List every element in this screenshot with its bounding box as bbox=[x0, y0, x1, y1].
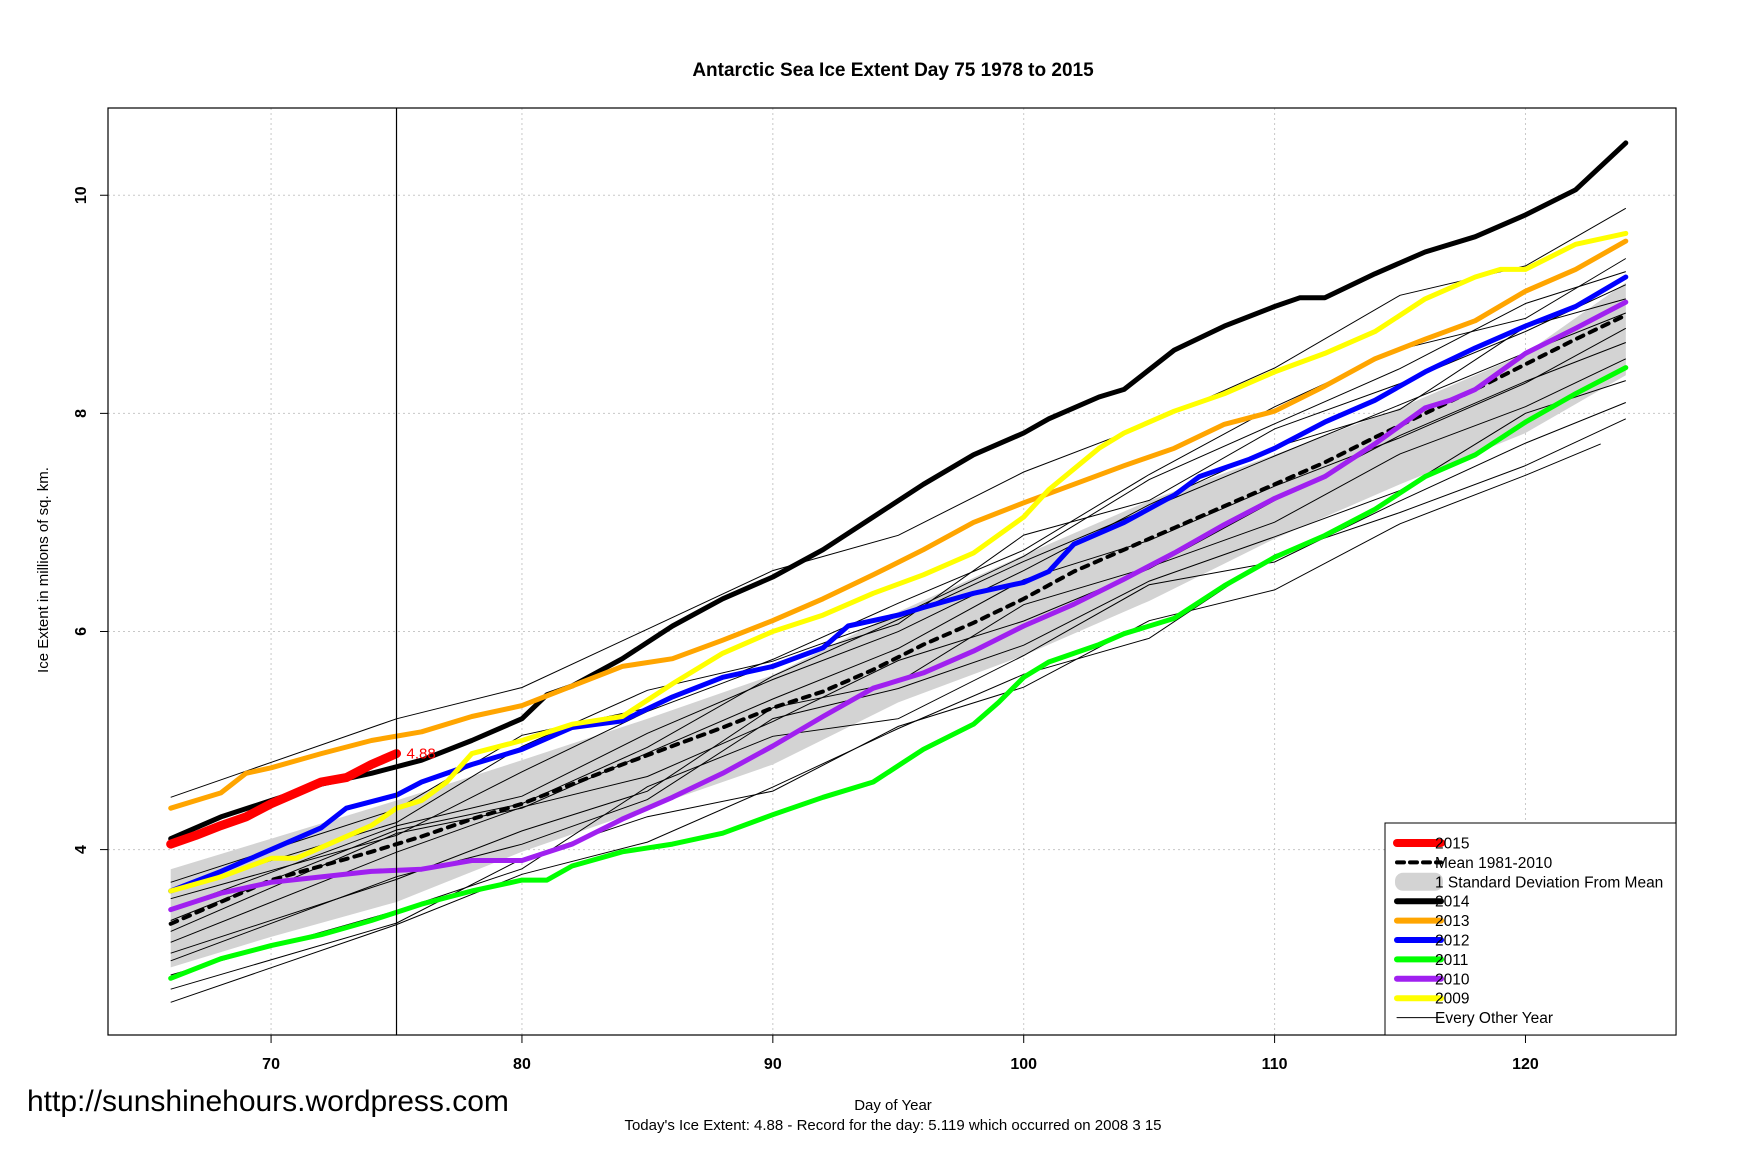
other-year-line bbox=[170, 342, 1626, 943]
other-year-line bbox=[170, 443, 1601, 990]
legend: 2015 Mean 1981-2010 1 Standard Deviation F… bbox=[1384, 822, 1677, 1036]
legend-swatch bbox=[1395, 872, 1443, 891]
series-line-2012 bbox=[168, 274, 1629, 894]
y-axis-label: Ice Extent in millions of sq. km. bbox=[35, 467, 52, 673]
chart-title: Antarctic Sea Ice Extent Day 75 1978 to … bbox=[692, 60, 1094, 81]
series-lines bbox=[166, 140, 1629, 981]
x-tick-label: 110 bbox=[1262, 1056, 1288, 1073]
other-year-line bbox=[170, 258, 1627, 883]
y-tick-label: 8 bbox=[73, 409, 90, 418]
y-tick-label: 6 bbox=[73, 627, 90, 636]
x-axis-label: Day of Year bbox=[854, 1097, 932, 1114]
legend-label: Mean 1981-2010 bbox=[1435, 855, 1553, 872]
footer-note: Today's Ice Extent: 4.88 - Record for th… bbox=[624, 1117, 1161, 1134]
x-tick-label: 120 bbox=[1512, 1056, 1539, 1073]
current-day-marker: 4.88 bbox=[395, 108, 436, 1035]
other-years-lines bbox=[170, 207, 1627, 1003]
y-axis-ticks: 4 6 8 10 bbox=[73, 186, 108, 854]
series-line-2013 bbox=[168, 238, 1629, 811]
std-deviation-band bbox=[170, 282, 1626, 968]
legend-label: 1 Standard Deviation From Mean bbox=[1435, 874, 1663, 891]
legend-label: 2009 bbox=[1435, 991, 1469, 1008]
current-value-label: 4.88 bbox=[407, 746, 436, 763]
watermark-url: http://sunshinehours.wordpress.com bbox=[27, 1085, 509, 1118]
other-year-line bbox=[170, 207, 1627, 798]
series-line-2010 bbox=[168, 299, 1629, 913]
plot-frame bbox=[107, 107, 1677, 1036]
x-tick-label: 90 bbox=[764, 1056, 782, 1073]
other-year-line bbox=[170, 271, 1626, 892]
legend-label: 2013 bbox=[1435, 913, 1469, 930]
legend-label: Every Other Year bbox=[1435, 1010, 1553, 1027]
other-year-line bbox=[170, 358, 1627, 954]
y-tick-label: 4 bbox=[73, 845, 90, 854]
series-line-2014 bbox=[168, 140, 1629, 842]
x-tick-label: 70 bbox=[262, 1056, 280, 1073]
x-axis-ticks: 70 80 90 100 110 120 bbox=[262, 1035, 1539, 1073]
other-year-line bbox=[170, 327, 1627, 932]
x-tick-label: 80 bbox=[513, 1056, 531, 1073]
legend-label: 2011 bbox=[1435, 952, 1468, 969]
legend-label: 2014 bbox=[1435, 894, 1470, 911]
series-line-2011 bbox=[168, 365, 1629, 981]
series-line-mean-1981-2010 bbox=[168, 313, 1628, 926]
other-year-line bbox=[170, 298, 1626, 911]
series-line-2009 bbox=[168, 230, 1629, 894]
y-tick-label: 10 bbox=[73, 186, 90, 204]
x-tick-label: 100 bbox=[1010, 1056, 1037, 1073]
series-line-2015 bbox=[166, 749, 401, 849]
legend-label: 2012 bbox=[1435, 933, 1469, 950]
other-year-line bbox=[170, 402, 1626, 976]
std-band-area bbox=[170, 282, 1626, 968]
legend-label: 2015 bbox=[1435, 836, 1469, 853]
legend-label: 2010 bbox=[1435, 971, 1470, 988]
